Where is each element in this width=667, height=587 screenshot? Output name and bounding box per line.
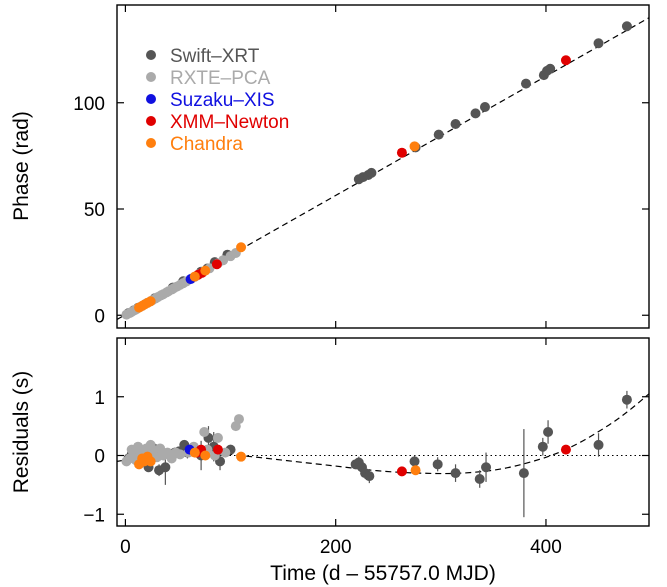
phase-y-tick-label: 0 [94,306,105,327]
point-swift-xrt [450,119,461,129]
legend-marker-suzaku-xis [146,94,156,104]
legend-label-swift-xrt: Swift–XRT [170,46,260,67]
residual-point-chandra [200,450,211,461]
residual-point-swift-xrt [593,439,604,450]
residuals-x-tick-label: 200 [320,537,352,558]
residual-point-rxte-pca [212,432,223,443]
residual-point-rxte-pca [175,449,186,460]
point-swift-xrt [433,129,444,140]
residual-point-xmm-newton [396,466,407,477]
residual-point-chandra [189,447,200,458]
residual-point-swift-xrt [481,462,492,473]
point-xmm-newton [211,259,222,270]
legend-marker-chandra [146,138,156,148]
phase-y-axis-label: Phase (rad) [10,111,33,221]
residual-point-swift-xrt [474,474,485,484]
residual-point-swift-xrt [364,471,375,482]
residual-point-rxte-pca [199,427,210,437]
point-chandra [200,265,211,276]
legend-marker-swift-xrt [146,50,156,60]
residual-point-swift-xrt [621,394,632,405]
legend-label-rxte-pca: RXTE–PCA [170,68,271,89]
residuals-points [121,390,632,518]
residuals-y-tick-label: 0 [94,447,105,468]
residuals-y-tick-label: −1 [83,505,105,526]
legend: Swift–XRTRXTE–PCASuzaku–XISXMM–NewtonCha… [146,46,289,155]
residual-point-chandra [410,465,421,476]
residuals-x-tick-label: 0 [120,537,131,558]
residual-point-swift-xrt [160,462,171,473]
point-swift-xrt [621,21,632,32]
phase-panel: 0 50 100 Phase (rad) Swift–XRTRXTE–PCASuza… [10,4,650,329]
residual-point-swift-xrt [432,459,443,470]
residuals-panel: −1 0 1 0 200 400 Residuals (s) Time (d – 5575… [10,337,650,585]
residual-point-rxte-pca [233,414,244,425]
residual-point-swift-xrt [450,468,461,479]
point-chandra [145,296,156,307]
point-chandra [189,271,200,282]
legend-label-chandra: Chandra [170,134,243,155]
legend-marker-rxte-pca [146,72,156,82]
phase-y-tick-label: 50 [84,200,105,221]
legend-label-xmm-newton: XMM–Newton [170,112,289,133]
phase-y-tick-label: 100 [73,94,105,115]
phase-axis-ticks: 0 50 100 [73,5,649,328]
residual-point-chandra [145,456,156,467]
point-swift-xrt [593,38,604,49]
x-axis-label: Time (d – 55757.0 MJD) [270,562,496,585]
residuals-x-tick-label: 400 [530,537,562,558]
point-swift-xrt [479,102,490,112]
point-xmm-newton [396,147,407,158]
point-swift-xrt [366,167,377,178]
legend-marker-xmm-newton [146,116,156,126]
residual-point-swift-xrt [518,468,529,479]
residuals-model-curve [117,393,649,475]
point-swift-xrt [545,63,556,74]
phase-points [121,21,632,320]
phase-plot-frame [116,4,650,329]
residuals-y-axis-label: Residuals (s) [10,371,33,494]
residual-point-swift-xrt [543,427,554,437]
residuals-y-tick-label: 1 [94,388,105,409]
residual-point-xmm-newton [212,444,223,455]
point-chandra [409,141,420,152]
point-swift-xrt [520,78,531,89]
residual-point-swift-xrt [409,456,420,467]
residuals-plot-frame [116,337,650,527]
point-xmm-newton [560,55,571,66]
residual-point-chandra [236,451,247,462]
residual-point-swift-xrt [537,441,548,452]
point-swift-xrt [470,108,481,119]
point-chandra [236,242,247,253]
residual-point-xmm-newton [560,444,571,455]
legend-label-suzaku-xis: Suzaku–XIS [170,90,275,111]
